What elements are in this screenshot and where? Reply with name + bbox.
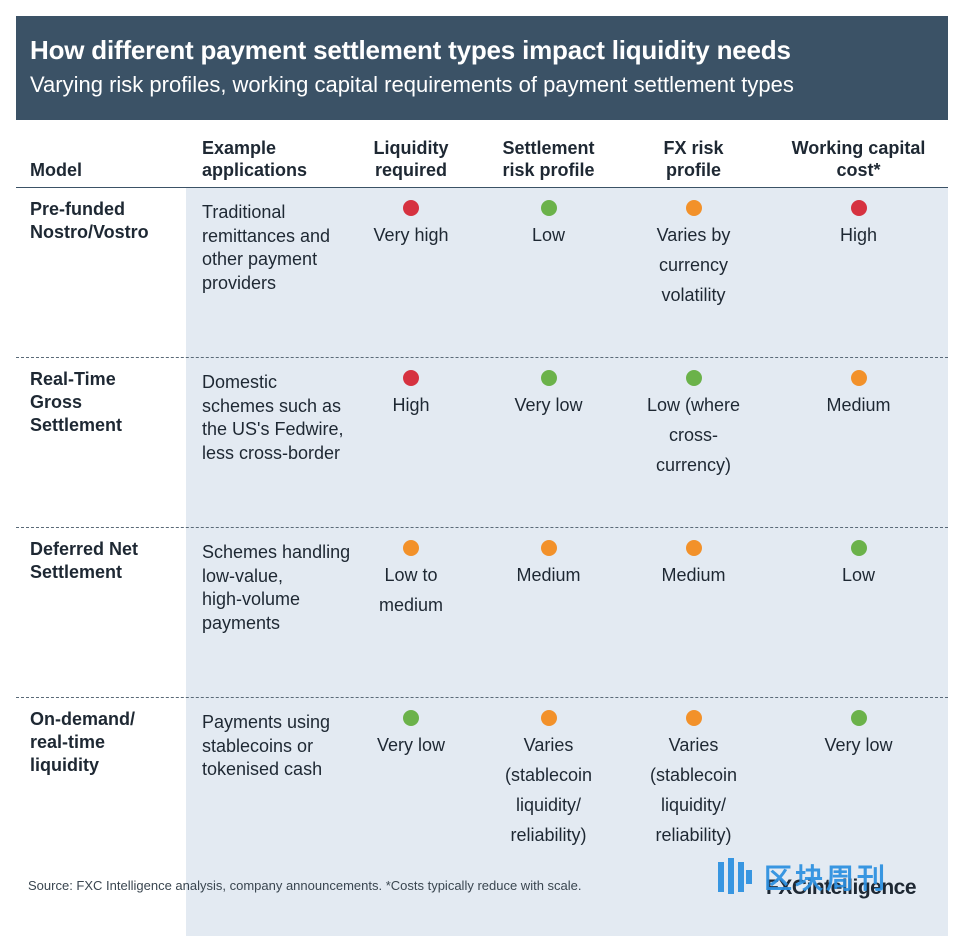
- watermark-icon: [718, 858, 752, 894]
- table-header-row: Model Example applications Liquidity req…: [16, 120, 948, 188]
- orange-rating-dot: [403, 540, 419, 556]
- wc-cell: High: [776, 200, 941, 250]
- page-subtitle: Varying risk profiles, working capital r…: [30, 72, 794, 97]
- header-fx: FX risk profile: [663, 138, 724, 180]
- settlement-cell: Low: [486, 200, 611, 250]
- orange-rating-dot: [540, 710, 557, 726]
- example-applications: Payments using stablecoins or tokenised ca…: [202, 712, 331, 779]
- liquidity-cell: Very low: [356, 710, 466, 760]
- green-rating-dot: [685, 370, 702, 386]
- model-name: Real-Time Gross Settlement: [30, 369, 123, 435]
- orange-rating-dot: [685, 710, 702, 726]
- chart-header: How different payment settlement types i…: [16, 16, 948, 120]
- table-row: Deferred Net Settlement Schemes handling lo…: [16, 528, 948, 698]
- wc-cell: Very low: [776, 710, 941, 760]
- example-applications: Domestic schemes such as the US's Fedwire,…: [202, 372, 344, 463]
- watermark: 区块周刊: [716, 852, 946, 902]
- settlement-cell: Medium: [486, 540, 611, 590]
- red-rating-dot: [403, 370, 419, 386]
- green-rating-dot: [540, 370, 557, 386]
- page-title: How different payment settlement types i…: [30, 35, 791, 65]
- table-shade: [186, 188, 948, 936]
- fx-cell: Low (where cross-currency): [636, 370, 751, 480]
- liquidity-cell: High: [356, 370, 466, 420]
- settlement-table: Model Example applications Liquidity req…: [16, 120, 948, 936]
- green-rating-dot: [850, 540, 867, 556]
- orange-rating-dot: [850, 370, 867, 386]
- green-rating-dot: [850, 710, 867, 726]
- wc-cell: Medium: [776, 370, 941, 420]
- header-working-capital: Working capital cost*: [791, 138, 926, 180]
- settlement-cell: Varies (stablecoin liquidity/reliability): [486, 710, 611, 850]
- table-row: Pre-funded Nostro/Vostro Traditional remitt…: [16, 188, 948, 358]
- model-name: Pre-funded Nostro/Vostro: [30, 199, 149, 242]
- table-row: Real-Time Gross Settlement Domestic schemes …: [16, 358, 948, 528]
- green-rating-dot: [403, 710, 419, 726]
- header-settlement: Settlement risk profile: [502, 138, 595, 180]
- table-body: Pre-funded Nostro/Vostro Traditional remitt…: [16, 188, 948, 868]
- example-applications: Traditional remittances and other payment p…: [202, 202, 331, 293]
- fx-cell: Varies (stablecoin liquidity/reliability): [636, 710, 751, 850]
- source-note: Source: FXC Intelligence analysis, compa…: [28, 878, 582, 893]
- table-row: On-demand/real-time liquidity Payments usi…: [16, 698, 948, 868]
- liquidity-cell: Very high: [356, 200, 466, 250]
- model-name: On-demand/real-time liquidity: [30, 709, 136, 775]
- fxc-logo: FXCintelligence: [766, 876, 917, 899]
- red-rating-dot: [403, 200, 419, 216]
- example-applications: Schemes handling low-value, high-volume pay…: [202, 542, 351, 633]
- wc-cell: Low: [776, 540, 941, 590]
- watermark-text: 区块周刊: [764, 863, 889, 894]
- red-rating-dot: [850, 200, 867, 216]
- header-apps: Example applications: [202, 138, 308, 180]
- liquidity-cell: Low to medium: [356, 540, 466, 620]
- header-liquidity: Liquidity required: [373, 138, 449, 180]
- orange-rating-dot: [540, 540, 557, 556]
- fx-cell: Medium: [636, 540, 751, 590]
- header-model: Model: [30, 160, 82, 180]
- settlement-cell: Very low: [486, 370, 611, 420]
- fx-cell: Varies by currency volatility: [636, 200, 751, 310]
- green-rating-dot: [540, 200, 557, 216]
- orange-rating-dot: [685, 200, 702, 216]
- orange-rating-dot: [685, 540, 702, 556]
- model-name: Deferred Net Settlement: [30, 539, 139, 582]
